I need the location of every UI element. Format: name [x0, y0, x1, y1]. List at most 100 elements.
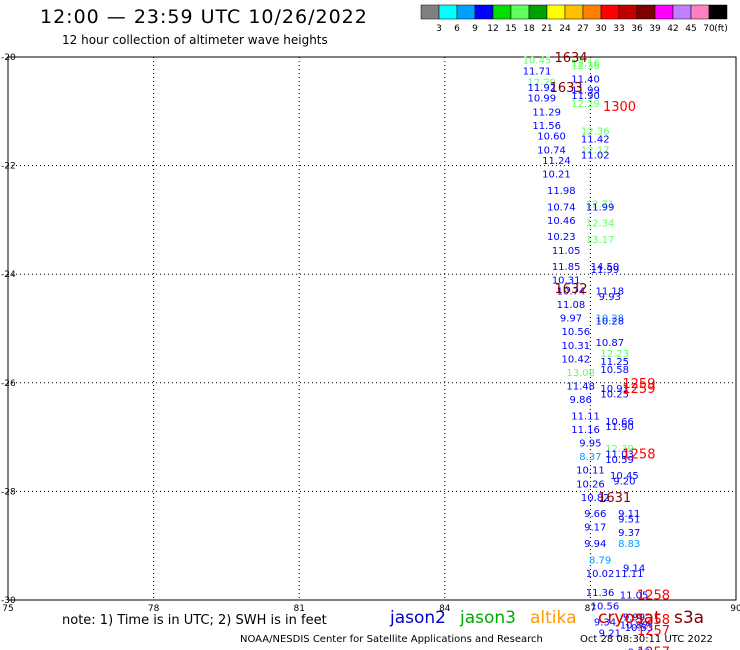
- swh-value-label: 11.92: [528, 83, 557, 94]
- swh-value-label: 12.71: [586, 200, 615, 211]
- swh-value-label: 11.85: [552, 262, 581, 273]
- legend-altika: altika: [530, 608, 577, 628]
- swh-value-label: 12.17: [581, 145, 610, 156]
- scale-label: 15: [505, 24, 516, 34]
- swh-value-label: 10.60: [537, 132, 566, 143]
- swh-value-label: 10.28: [595, 316, 624, 327]
- swh-value-label: 11.18: [595, 286, 624, 297]
- legend-cryosat: cryosat: [598, 608, 661, 628]
- swh-value-label: 10.11: [576, 466, 605, 477]
- pass-number-label: 1633: [550, 81, 583, 96]
- swh-value-label: 9.94: [584, 539, 606, 550]
- swh-value-label: 11.98: [547, 186, 576, 197]
- y-tick-label: -22: [1, 162, 16, 172]
- pass-number-label: 1258: [622, 447, 655, 462]
- pass-number-label: 1258: [637, 613, 670, 628]
- swh-value-label: 10.25: [600, 390, 629, 401]
- swh-value-label: 10.53: [625, 623, 654, 634]
- swh-value-label: 11.24: [542, 156, 571, 167]
- y-tick-label: -30: [1, 596, 16, 606]
- pass-number-label: 1632: [554, 282, 587, 297]
- swh-value-label: 10.56: [562, 327, 591, 338]
- scale-label: 3: [436, 24, 442, 34]
- page-subtitle: 12 hour collection of altimeter wave hei…: [62, 33, 328, 47]
- swh-value-label: 11.08: [557, 300, 586, 311]
- swh-value-label: 11.03: [605, 449, 634, 460]
- swh-value-label: 11.11: [571, 411, 600, 422]
- scale-label: 12: [487, 24, 498, 34]
- swh-value-label: 10.45: [523, 56, 552, 67]
- swh-value-label: 12.39: [605, 444, 634, 455]
- swh-value-label: 10.26: [576, 479, 605, 490]
- scale-label: 30: [595, 24, 607, 34]
- swh-value-label: 10.58: [600, 365, 629, 376]
- x-tick-label: 84: [439, 604, 451, 614]
- legend-jason3: jason3: [460, 608, 516, 628]
- swh-value-label: 11.71: [523, 67, 552, 78]
- scale-unit: (ft): [714, 24, 728, 34]
- scale-label: 21: [541, 24, 552, 34]
- pass-number-label: 1634: [554, 51, 587, 66]
- swh-value-label: 9.97: [560, 314, 582, 325]
- swh-value-label: 9.14: [623, 563, 645, 574]
- swh-value-label: 10.74: [547, 202, 576, 213]
- swh-value-label: 9.66: [584, 509, 606, 520]
- scale-label: 45: [685, 24, 696, 34]
- swh-value-label: 11.36: [586, 588, 615, 599]
- swh-value-label: 10.21: [542, 170, 571, 181]
- swh-value-label: 11.90: [605, 422, 634, 433]
- swh-value-label: 10.59: [605, 455, 634, 466]
- y-tick-label: -20: [1, 53, 16, 63]
- y-tick-label: -24: [1, 270, 16, 280]
- swh-value-label: 10.42: [562, 354, 591, 365]
- scale-label: 6: [454, 24, 460, 34]
- x-tick-label: 78: [148, 604, 160, 614]
- swh-value-label: 12.16: [571, 58, 600, 69]
- swh-value-label: 11.02: [581, 151, 610, 162]
- scale-label: 9: [472, 24, 478, 34]
- swh-value-label: 11.40: [571, 75, 600, 86]
- swh-value-label: 11.29: [532, 107, 561, 118]
- swh-value-label: 9.20: [613, 477, 635, 488]
- x-tick-label: 81: [293, 604, 304, 614]
- swh-value-label: 10.31: [552, 276, 581, 287]
- swh-value-label: 10.56: [591, 601, 620, 612]
- swh-value-label: 9.99: [623, 612, 645, 623]
- swh-value-label: 11.42: [581, 134, 610, 145]
- swh-value-label: 9.17: [584, 523, 606, 534]
- swh-value-label: 10.23: [547, 232, 576, 243]
- swh-value-label: 9.93: [599, 292, 621, 303]
- legend-jason2: jason2: [390, 608, 446, 628]
- swh-value-label: 12.36: [581, 126, 610, 137]
- swh-value-label: 10.02: [586, 569, 615, 580]
- swh-value-label: 11.56: [532, 121, 561, 132]
- swh-value-label: 10.91: [600, 384, 629, 395]
- x-tick-label: 90: [730, 604, 740, 614]
- scale-label: 70: [703, 24, 715, 34]
- legend-s3a: s3a: [674, 608, 705, 628]
- pass-number-label: 1257: [637, 624, 670, 639]
- scale-label: 27: [577, 24, 588, 34]
- swh-value-label: 12.29: [528, 77, 557, 88]
- swh-value-label: 8.83: [618, 539, 640, 550]
- swh-value-label: 9.37: [618, 528, 640, 539]
- swh-value-label: 8.79: [589, 555, 611, 566]
- swh-value-label: 10.87: [595, 338, 624, 349]
- swh-value-label: 13.17: [586, 235, 615, 246]
- y-tick-label: -26: [1, 379, 16, 389]
- x-tick-label: 75: [2, 604, 13, 614]
- swh-value-label: 12.23: [600, 349, 629, 360]
- swh-value-label: 10.82: [581, 493, 610, 504]
- swh-value-label: 10.45: [610, 471, 639, 482]
- swh-value-label: 11.99: [591, 265, 620, 276]
- scale-label: 24: [559, 24, 571, 34]
- swh-value-label: 10.82: [620, 620, 649, 631]
- pass-number-label: 1259: [622, 382, 655, 397]
- swh-value-label: 8.37: [579, 452, 601, 463]
- swh-value-label: 10.74: [537, 145, 566, 156]
- color-scale-bar: 3 6 9 12 15 18 21 24 27 30 33 36 39 42 45 70 (ft): [420, 4, 728, 34]
- scale-label: 39: [649, 24, 661, 34]
- swh-value-label: 12.29: [571, 99, 600, 110]
- swh-value-label: 11.11: [615, 569, 644, 580]
